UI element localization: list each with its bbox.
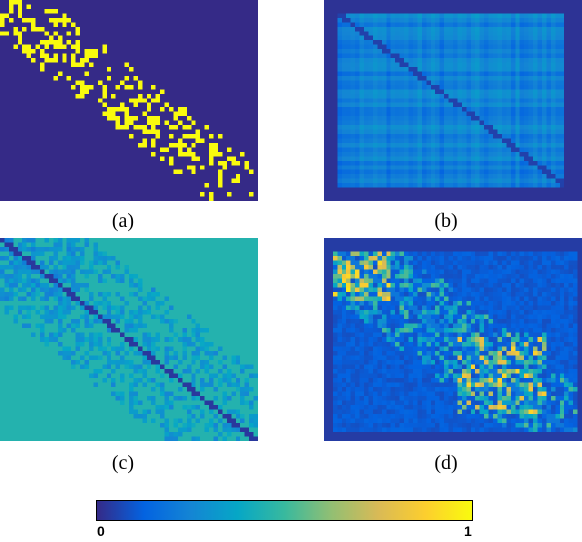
colorbar-max-label: 1 [464, 523, 472, 539]
caption-a: (a) [111, 210, 135, 232]
colorbar-min-label: 0 [97, 523, 105, 539]
heatmap-c-canvas [0, 238, 258, 441]
heatmap-panel-d [324, 238, 582, 441]
colorbar [96, 500, 473, 521]
caption-c: (c) [111, 452, 135, 474]
heatmap-panel-c [0, 238, 258, 441]
heatmap-a-canvas [0, 0, 258, 201]
heatmap-panel-a [0, 0, 258, 201]
caption-b: (b) [434, 210, 458, 232]
heatmap-panel-b [324, 0, 582, 201]
heatmap-b-canvas [324, 0, 582, 201]
heatmap-d-canvas [324, 238, 582, 441]
caption-d: (d) [434, 452, 458, 474]
